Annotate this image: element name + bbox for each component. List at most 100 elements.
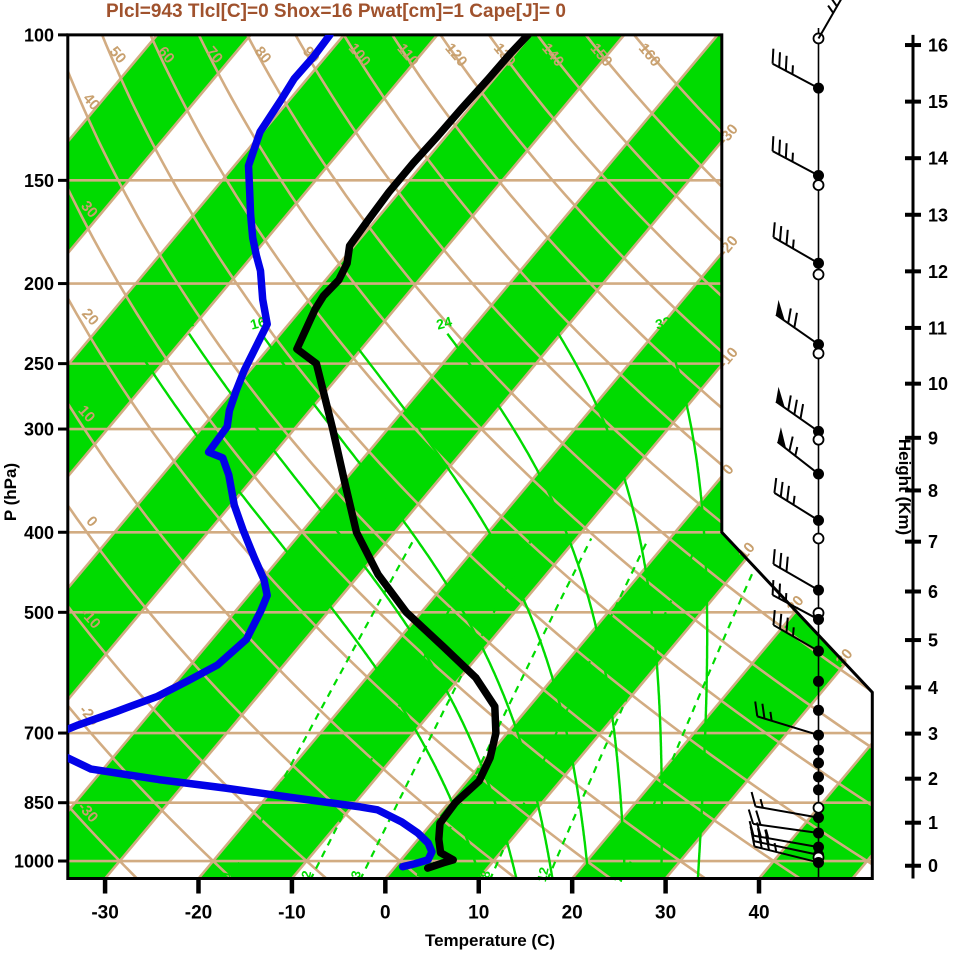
height-tick-label: 5 bbox=[928, 631, 938, 651]
wind-barb-full bbox=[831, 0, 838, 7]
moist-adiabat bbox=[188, 333, 519, 879]
wind-barb-half bbox=[791, 239, 795, 249]
mixing-ratio-line bbox=[622, 538, 769, 879]
moist-adiabat bbox=[126, 333, 483, 879]
wind-barb-pennant bbox=[775, 386, 785, 408]
isotherm-line bbox=[67, 34, 439, 879]
mixing-ratio-label: 3 bbox=[348, 869, 364, 879]
height-axis-label: Height (Km) bbox=[895, 439, 914, 535]
height-tick-label: 12 bbox=[928, 262, 948, 282]
temp-tick-label: -20 bbox=[185, 903, 212, 924]
wind-barb-full bbox=[750, 791, 757, 807]
moist-adiabat-label: 32 bbox=[654, 313, 673, 333]
dry-adiabat bbox=[100, 34, 873, 879]
dry-adiabat bbox=[197, 34, 873, 879]
wind-barb-staff bbox=[772, 62, 819, 90]
wind-barb-full bbox=[784, 143, 788, 159]
wind-barb-staff bbox=[776, 441, 820, 475]
temp-tick-label: 30 bbox=[655, 903, 676, 924]
wind-barb-full bbox=[757, 833, 763, 849]
wind-barb-half bbox=[791, 627, 795, 637]
wind-barb-staff bbox=[757, 715, 819, 737]
mixing-ratio-line bbox=[424, 538, 593, 879]
dry-adiabat bbox=[67, 34, 715, 879]
height-tick-label: 6 bbox=[928, 582, 938, 602]
wind-barb-staff bbox=[772, 563, 819, 591]
dry-adiabat bbox=[67, 34, 810, 879]
wind-barb-full bbox=[778, 139, 781, 155]
wind-station-dot bbox=[813, 784, 824, 796]
temp-tick-label: 40 bbox=[748, 903, 769, 924]
wind-station-dot bbox=[813, 757, 824, 769]
isotherm-line bbox=[67, 34, 345, 879]
pressure-tick-label: 500 bbox=[24, 603, 54, 623]
wind-barb-full bbox=[771, 48, 775, 64]
wind-barb-full bbox=[747, 809, 755, 825]
wind-station-circle bbox=[812, 347, 825, 360]
wind-barb-full bbox=[771, 579, 775, 596]
wind-barb-full bbox=[778, 225, 783, 242]
isotherm-line bbox=[67, 34, 532, 879]
wind-barb-full bbox=[773, 477, 778, 493]
dry-adiabat bbox=[67, 34, 619, 879]
wind-barb-full bbox=[787, 308, 792, 324]
height-tick-label: 15 bbox=[928, 92, 948, 112]
pressure-tick-label: 100 bbox=[24, 25, 54, 45]
pressure-tick-label: 250 bbox=[24, 354, 54, 374]
dry-adiabat bbox=[293, 34, 873, 879]
temperature-curve bbox=[293, 34, 532, 872]
temp-tick-label: -10 bbox=[278, 903, 305, 924]
moist-adiabat-label: 12 bbox=[176, 313, 195, 333]
temp-tick-label: 10 bbox=[468, 903, 489, 924]
wind-barb-full bbox=[786, 485, 790, 501]
wind-barb-staff bbox=[753, 822, 819, 835]
wind-barb-full bbox=[761, 703, 766, 719]
wind-barb-pennant bbox=[777, 427, 787, 449]
height-tick-label: 4 bbox=[928, 678, 938, 698]
dry-adiabat-left-label: 20 bbox=[78, 305, 102, 329]
temp-tick-label: 0 bbox=[380, 903, 391, 924]
mixing-ratio-line bbox=[546, 538, 702, 879]
dry-adiabat bbox=[583, 34, 873, 879]
mixing-ratio-label: 12 bbox=[534, 866, 552, 883]
isotherm-line bbox=[67, 34, 719, 879]
wind-station-dot bbox=[813, 744, 824, 756]
wind-barb-half bbox=[769, 711, 773, 721]
height-tick-label: 14 bbox=[928, 149, 948, 169]
wind-barb-full bbox=[784, 55, 788, 71]
wind-station-circle bbox=[812, 268, 825, 281]
wind-barb-full bbox=[772, 610, 776, 626]
wind-barb-staff bbox=[754, 845, 819, 864]
wind-barb-full bbox=[779, 481, 784, 497]
temp-tick-label: 20 bbox=[562, 903, 583, 924]
wind-station-dot bbox=[813, 704, 824, 716]
mixing-ratio-line bbox=[309, 537, 488, 879]
pressure-tick-label: 300 bbox=[24, 420, 54, 440]
height-tick-label: 3 bbox=[928, 724, 938, 744]
wind-station-circle bbox=[812, 179, 825, 192]
isotherm-band bbox=[67, 34, 438, 879]
moist-adiabat bbox=[346, 332, 591, 879]
dry-adiabat-top-label: 50 bbox=[106, 43, 130, 67]
pressure-tick-label: 850 bbox=[24, 793, 54, 813]
height-tick-label: 13 bbox=[928, 205, 948, 225]
wind-barb-staff bbox=[772, 624, 819, 652]
mixing-ratio-label: 8 bbox=[477, 869, 493, 879]
wind-barb-staff bbox=[817, 0, 842, 39]
wind-barb-full bbox=[793, 312, 798, 328]
height-tick-label: 16 bbox=[928, 36, 948, 56]
moist-adiabat bbox=[557, 333, 663, 879]
pressure-axis-label: P (hPa) bbox=[1, 463, 20, 521]
wind-barb-staff bbox=[772, 236, 819, 265]
pressure-tick-label: 700 bbox=[24, 724, 54, 744]
wind-barb-full bbox=[793, 399, 798, 415]
wind-station-dot bbox=[813, 771, 824, 783]
wind-station-circle bbox=[812, 532, 825, 545]
pressure-tick-label: 400 bbox=[24, 523, 54, 543]
isotherm-line bbox=[0, 35, 64, 879]
height-tick-label: 7 bbox=[928, 532, 938, 552]
mixing-ratio-label: 1 bbox=[218, 869, 234, 879]
wind-barb-full bbox=[771, 136, 775, 152]
wind-barb-staff bbox=[753, 834, 819, 849]
